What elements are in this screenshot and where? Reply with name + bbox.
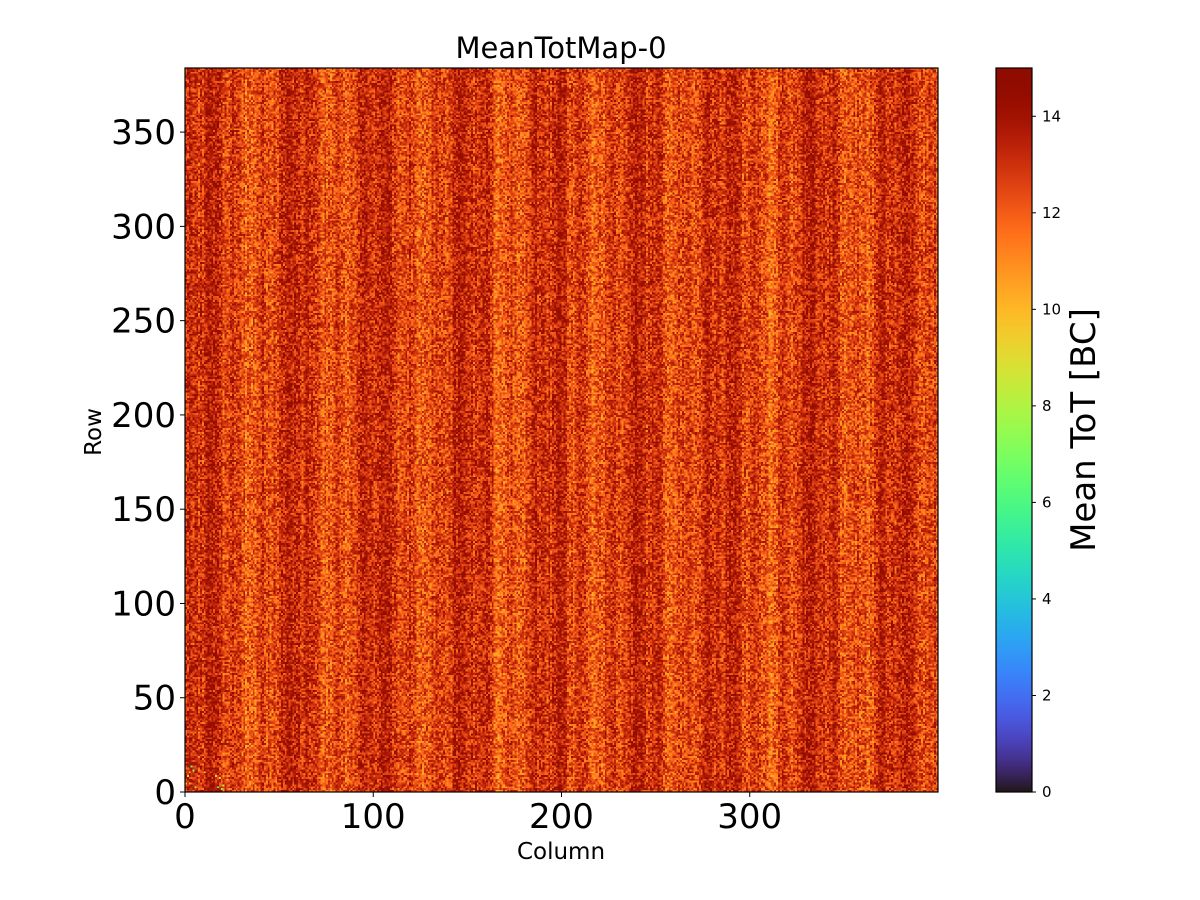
colorbar-tick-label: 12 — [1042, 204, 1061, 222]
x-tick-label: 200 — [529, 797, 594, 837]
x-axis: 0 100 200 300 — [174, 792, 782, 837]
y-tick-label: 50 — [133, 679, 176, 719]
colorbar-tick-label: 14 — [1042, 107, 1061, 125]
colorbar-tick-label: 8 — [1042, 397, 1052, 415]
y-axis-label: Row — [81, 408, 107, 456]
colorbar-tick-label: 4 — [1042, 590, 1052, 608]
colorbar-tick-label: 6 — [1042, 493, 1052, 511]
y-tick-label: 250 — [111, 302, 176, 342]
y-tick-label: 100 — [111, 584, 176, 624]
x-tick-label: 0 — [174, 797, 196, 837]
colorbar-ticks: 0 2 4 6 8 10 12 14 — [1032, 107, 1061, 801]
x-tick-label: 100 — [341, 797, 406, 837]
chart-title: MeanTotMap-0 — [455, 31, 666, 65]
colorbar-tick-label: 0 — [1042, 783, 1052, 801]
heatmap-image — [185, 68, 938, 792]
colorbar-tick-label: 2 — [1042, 686, 1052, 704]
y-tick-label: 300 — [111, 207, 176, 247]
x-tick-label: 300 — [717, 797, 782, 837]
colorbar: 0 2 4 6 8 10 12 14 Mean ToT [BC] — [995, 67, 1104, 801]
colorbar-tick-label: 10 — [1042, 300, 1061, 318]
colorbar-gradient — [996, 68, 1032, 792]
y-tick-label: 200 — [111, 396, 176, 436]
colorbar-label: Mean ToT [BC] — [1064, 308, 1104, 552]
y-tick-label: 150 — [111, 490, 176, 530]
y-axis: 0 50 100 150 200 250 300 350 — [111, 113, 185, 813]
heatmap-plot-area — [184, 67, 939, 793]
y-tick-label: 0 — [154, 773, 176, 813]
colorbar-frame — [995, 67, 1033, 793]
y-tick-label: 350 — [111, 113, 176, 153]
x-axis-label: Column — [517, 839, 605, 865]
